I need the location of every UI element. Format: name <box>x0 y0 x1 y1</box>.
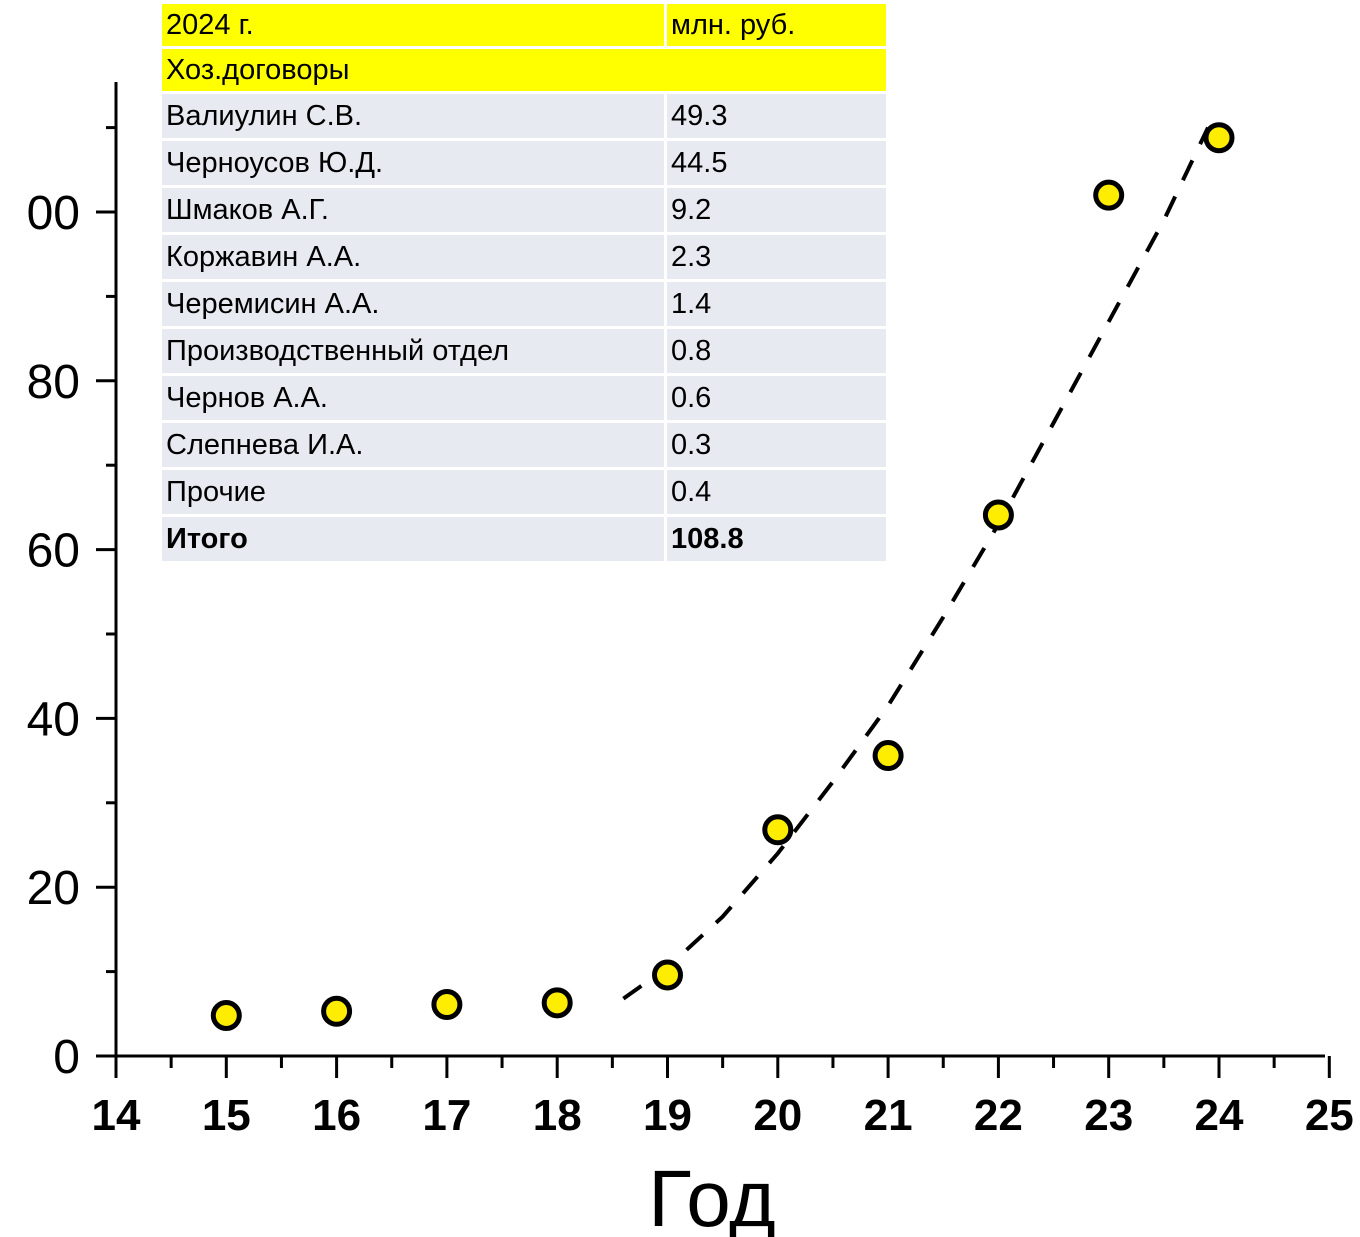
data-point <box>1203 122 1235 154</box>
y-axis-ticks: 0 20 40 60 80 00 <box>27 126 116 1084</box>
row-value: 49.3 <box>665 92 886 141</box>
contracts-table: 2024 г. млн. руб. Хоз.договоры Валиулин … <box>162 4 886 564</box>
x-tick-label: 19 <box>643 1091 692 1140</box>
table-row: Шмаков А.Г. 9.2 <box>162 186 886 235</box>
row-name: Слепнева И.А. <box>162 421 667 470</box>
x-tick-label: 14 <box>92 1091 141 1140</box>
table-header-row: 2024 г. млн. руб. <box>162 4 886 49</box>
table-row: Черноусов Ю.Д. 44.5 <box>162 139 886 188</box>
data-point <box>652 959 683 991</box>
row-value: 1.4 <box>665 280 886 329</box>
trend-line <box>622 126 1210 1001</box>
x-tick-label: 24 <box>1195 1091 1244 1140</box>
total-name: Итого <box>162 515 667 564</box>
row-name: Шмаков А.Г. <box>162 186 667 235</box>
table-row: Коржавин А.А. 2.3 <box>162 233 886 282</box>
data-point <box>431 989 463 1021</box>
x-tick-label: 22 <box>974 1091 1023 1140</box>
table-row: Прочие 0.4 <box>162 468 886 517</box>
data-point <box>210 999 242 1031</box>
row-name: Черемисин А.А. <box>162 280 667 329</box>
row-value: 0.8 <box>665 327 886 376</box>
table-section-row: Хоз.договоры <box>162 47 886 94</box>
row-value: 9.2 <box>665 186 886 235</box>
x-tick-label: 16 <box>312 1091 361 1140</box>
y-tick-label: 60 <box>27 525 80 578</box>
y-tick-label: 40 <box>27 693 80 746</box>
table-row: Чернов А.А. 0.6 <box>162 374 886 423</box>
data-point <box>762 814 794 846</box>
x-tick-label: 23 <box>1084 1091 1133 1140</box>
row-value: 2.3 <box>665 233 886 282</box>
data-point <box>541 987 573 1019</box>
y-tick-label: 00 <box>27 187 80 240</box>
table-row: Валиулин С.В. 49.3 <box>162 92 886 141</box>
x-tick-label: 20 <box>753 1091 802 1140</box>
row-name: Прочие <box>162 468 667 517</box>
y-tick-label: 80 <box>27 356 80 409</box>
x-tick-label: 21 <box>864 1091 913 1140</box>
row-name: Валиулин С.В. <box>162 92 667 141</box>
table-header-unit: млн. руб. <box>665 4 886 49</box>
row-value: 44.5 <box>665 139 886 188</box>
x-tick-label: 18 <box>533 1091 582 1140</box>
table-row: Черемисин А.А. 1.4 <box>162 280 886 329</box>
data-point <box>982 499 1014 531</box>
row-value: 0.4 <box>665 468 886 517</box>
x-axis-ticks: 14 15 16 17 18 19 20 21 22 23 24 25 <box>92 1056 1354 1140</box>
x-tick-label: 17 <box>422 1091 471 1140</box>
y-tick-label: 20 <box>27 862 80 915</box>
row-name: Производственный отдел <box>162 327 667 376</box>
data-point <box>1093 179 1125 211</box>
x-axis-title: Год <box>648 1154 775 1237</box>
table-row: Производственный отдел 0.8 <box>162 327 886 376</box>
row-name: Чернов А.А. <box>162 374 667 423</box>
row-name: Коржавин А.А. <box>162 233 667 282</box>
row-value: 0.3 <box>665 421 886 470</box>
y-tick-label: 0 <box>53 1031 80 1084</box>
table-total-row: Итого 108.8 <box>162 515 886 564</box>
total-value: 108.8 <box>665 515 886 564</box>
data-point <box>321 995 353 1027</box>
trend-line-layer <box>622 126 1210 1001</box>
x-tick-label: 25 <box>1305 1091 1354 1140</box>
table-section-title: Хоз.договоры <box>162 47 886 94</box>
x-tick-label: 15 <box>202 1091 251 1140</box>
row-name: Черноусов Ю.Д. <box>162 139 667 188</box>
table-header-year: 2024 г. <box>162 4 667 49</box>
data-points <box>210 122 1235 1031</box>
row-value: 0.6 <box>665 374 886 423</box>
table-row: Слепнева И.А. 0.3 <box>162 421 886 470</box>
data-point <box>872 740 904 772</box>
